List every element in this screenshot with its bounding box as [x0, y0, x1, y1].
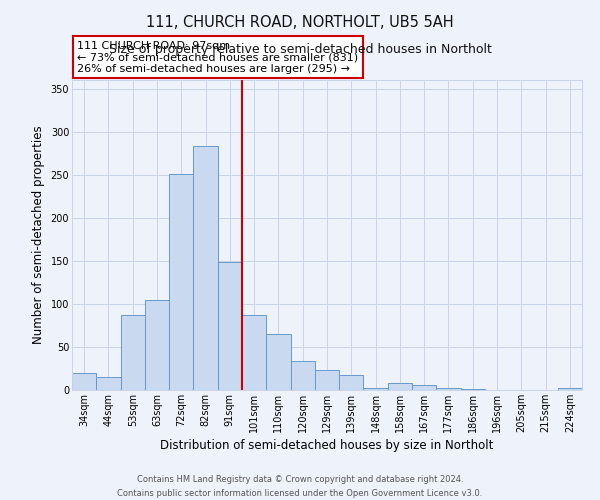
Bar: [266, 334, 290, 390]
Y-axis label: Number of semi-detached properties: Number of semi-detached properties: [32, 126, 45, 344]
Text: Size of property relative to semi-detached houses in Northolt: Size of property relative to semi-detach…: [109, 42, 491, 56]
Bar: [169, 174, 193, 390]
Bar: [388, 383, 412, 390]
Bar: [558, 388, 582, 390]
Bar: [242, 315, 266, 390]
Bar: [364, 388, 388, 390]
Bar: [96, 377, 121, 390]
Bar: [145, 300, 169, 390]
Bar: [218, 262, 242, 390]
Text: 111 CHURCH ROAD: 97sqm
← 73% of semi-detached houses are smaller (831)
26% of se: 111 CHURCH ROAD: 97sqm ← 73% of semi-det…: [77, 40, 358, 74]
Bar: [461, 389, 485, 390]
X-axis label: Distribution of semi-detached houses by size in Northolt: Distribution of semi-detached houses by …: [160, 439, 494, 452]
Bar: [436, 388, 461, 390]
Bar: [290, 360, 315, 390]
Text: 111, CHURCH ROAD, NORTHOLT, UB5 5AH: 111, CHURCH ROAD, NORTHOLT, UB5 5AH: [146, 15, 454, 30]
Text: Contains HM Land Registry data © Crown copyright and database right 2024.
Contai: Contains HM Land Registry data © Crown c…: [118, 476, 482, 498]
Bar: [72, 373, 96, 390]
Bar: [339, 376, 364, 390]
Bar: [412, 385, 436, 390]
Bar: [193, 146, 218, 390]
Bar: [315, 370, 339, 390]
Bar: [121, 315, 145, 390]
